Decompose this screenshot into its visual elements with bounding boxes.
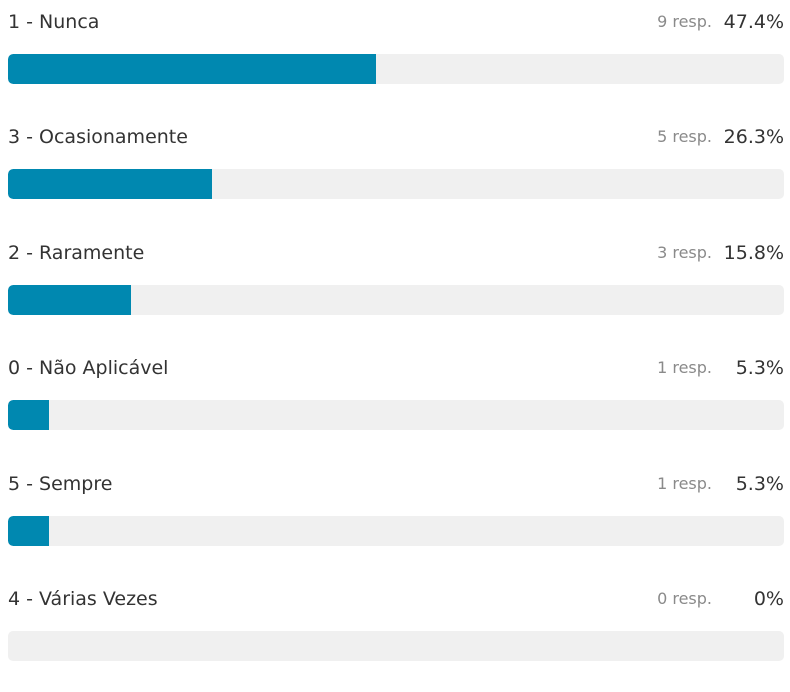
response-percent: 15.8% (723, 241, 784, 264)
response-percent: 26.3% (723, 126, 784, 149)
result-row-header: 0 - Não Aplicável 1 resp. 5.3% (8, 354, 784, 382)
response-count: 1 resp. (657, 473, 712, 493)
option-label: 3 - Ocasionamente (8, 126, 188, 149)
survey-results: 1 - Nunca 9 resp. 47.4% 3 - Ocasionament… (8, 0, 784, 692)
progress-track (8, 515, 784, 546)
progress-fill (8, 400, 50, 431)
result-row-raramente: 2 - Raramente 3 resp. 15.8% (8, 231, 784, 346)
result-row-sempre: 5 - Sempre 1 resp. 5.3% (8, 462, 784, 577)
result-row-header: 5 - Sempre 1 resp. 5.3% (8, 470, 784, 498)
response-count: 0 resp. (657, 588, 712, 608)
result-row-nao-aplicavel: 0 - Não Aplicável 1 resp. 5.3% (8, 346, 784, 461)
result-row-header: 3 - Ocasionamente 5 resp. 26.3% (8, 123, 784, 151)
progress-fill (8, 284, 131, 315)
progress-fill (8, 54, 376, 84)
result-row-varias-vezes: 4 - Várias Vezes 0 resp. 0% (8, 577, 784, 692)
response-percent: 47.4% (723, 11, 784, 33)
progress-track (8, 169, 784, 200)
progress-track (8, 630, 784, 661)
result-row-header: 4 - Várias Vezes 0 resp. 0% (8, 585, 784, 613)
progress-fill (8, 515, 50, 546)
progress-track (8, 400, 784, 431)
result-row-nunca: 1 - Nunca 9 resp. 47.4% (8, 0, 784, 115)
result-row-header: 2 - Raramente 3 resp. 15.8% (8, 239, 784, 267)
option-label: 2 - Raramente (8, 241, 145, 264)
option-label: 0 - Não Aplicável (8, 357, 169, 380)
option-label: 1 - Nunca (8, 11, 100, 33)
result-row-ocasionamente: 3 - Ocasionamente 5 resp. 26.3% (8, 115, 784, 230)
result-row-header: 1 - Nunca 9 resp. 47.4% (8, 8, 784, 36)
progress-track (8, 54, 784, 84)
response-count: 5 resp. (657, 127, 712, 147)
response-count: 3 resp. (657, 242, 712, 262)
response-percent: 0% (753, 587, 784, 610)
response-percent: 5.3% (735, 472, 784, 495)
response-count: 1 resp. (657, 358, 712, 378)
option-label: 4 - Várias Vezes (8, 587, 158, 610)
progress-track (8, 284, 784, 315)
progress-fill (8, 169, 213, 200)
option-label: 5 - Sempre (8, 472, 113, 495)
response-percent: 5.3% (735, 357, 784, 380)
response-count: 9 resp. (657, 12, 712, 31)
